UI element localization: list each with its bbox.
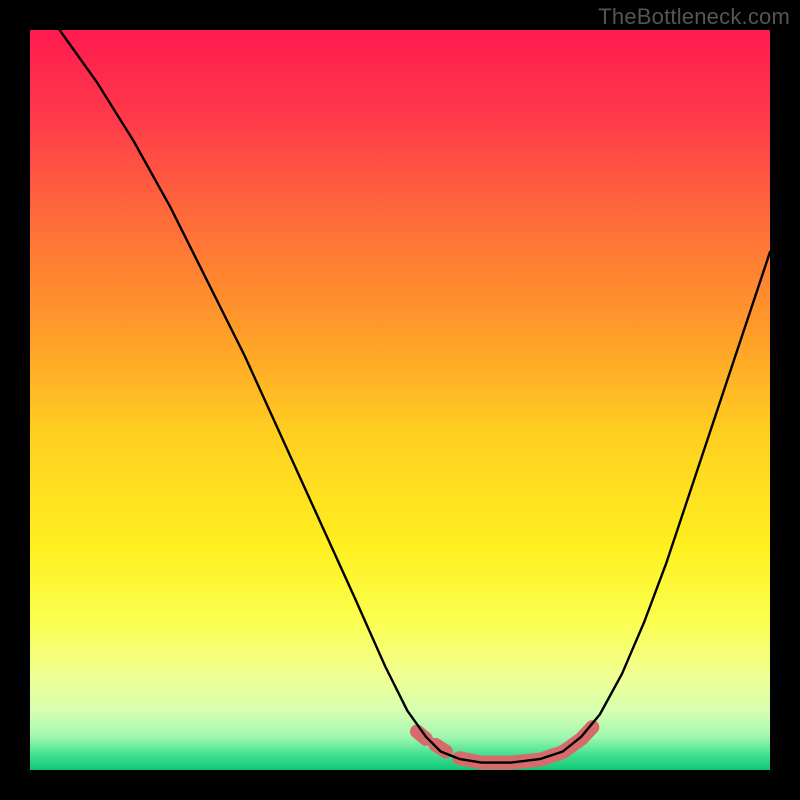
watermark-text: TheBottleneck.com [598,4,790,30]
bottleneck-chart [0,0,800,800]
gradient-background [30,30,770,770]
